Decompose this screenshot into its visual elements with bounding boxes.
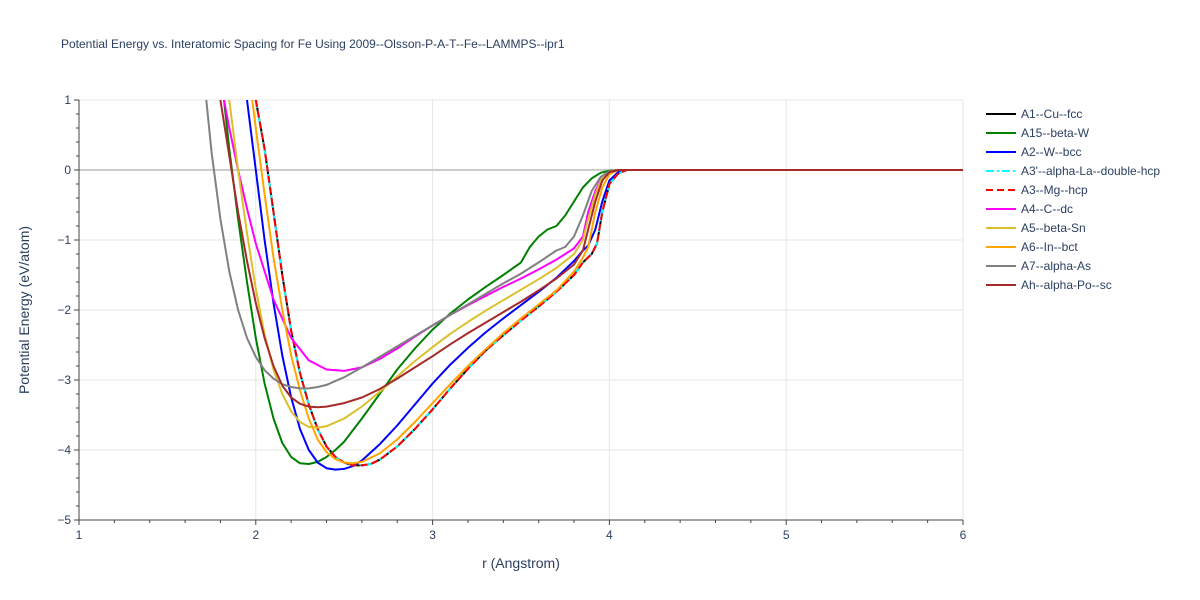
x-tick-label: 3 xyxy=(429,528,436,542)
legend-item[interactable]: A5--beta-Sn xyxy=(986,221,1086,235)
series-lines xyxy=(205,100,963,471)
series-line xyxy=(205,100,963,390)
x-tick-label: 4 xyxy=(606,528,613,542)
legend-item[interactable]: A4--C--dc xyxy=(986,202,1073,216)
axes: 1 2 3 4 5 6 1 0 −1 −2 −3 −4 −5 xyxy=(57,93,966,542)
series-line xyxy=(254,100,963,467)
legend-label: A3--Mg--hcp xyxy=(1021,183,1088,197)
legend-item[interactable]: A1--Cu--fcc xyxy=(986,107,1082,121)
legend-item[interactable]: Ah--alpha-Po--sc xyxy=(986,278,1112,292)
series-line xyxy=(246,100,963,471)
legend-label: A3'--alpha-La--double-hcp xyxy=(1021,164,1160,178)
legend[interactable]: A1--Cu--fcc A15--beta-W A2--W--bcc A3'--alp… xyxy=(986,107,1160,292)
legend-label: A6--In--bct xyxy=(1021,240,1078,254)
y-axis-title: Potential Energy (eV/atom) xyxy=(16,226,32,394)
legend-label: A5--beta-Sn xyxy=(1021,221,1086,235)
legend-label: A15--beta-W xyxy=(1021,126,1090,140)
x-tick-label: 1 xyxy=(76,528,83,542)
legend-label: Ah--alpha-Po--sc xyxy=(1021,278,1112,292)
x-axis-title: r (Angstrom) xyxy=(482,555,560,571)
legend-label: A1--Cu--fcc xyxy=(1021,107,1082,121)
legend-item[interactable]: A2--W--bcc xyxy=(986,145,1081,159)
x-tick-label: 2 xyxy=(252,528,259,542)
y-tick-label: −3 xyxy=(57,373,71,387)
y-tick-label: −5 xyxy=(57,513,71,527)
y-tick-label: 0 xyxy=(64,163,71,177)
legend-item[interactable]: A6--In--bct xyxy=(986,240,1078,254)
legend-label: A2--W--bcc xyxy=(1021,145,1081,159)
series-line xyxy=(251,100,963,465)
y-tick-label: −4 xyxy=(57,443,71,457)
legend-item[interactable]: A3'--alpha-La--double-hcp xyxy=(986,164,1160,178)
series-line xyxy=(219,100,963,409)
y-tick-label: 1 xyxy=(64,93,71,107)
legend-label: A4--C--dc xyxy=(1021,202,1073,216)
chart-title: Potential Energy vs. Interatomic Spacing… xyxy=(61,37,565,51)
grid xyxy=(79,99,964,520)
y-tick-label: −1 xyxy=(57,233,71,247)
legend-item[interactable]: A15--beta-W xyxy=(986,126,1090,140)
legend-label: A7--alpha-As xyxy=(1021,259,1091,273)
x-tick-label: 5 xyxy=(783,528,790,542)
legend-item[interactable]: A7--alpha-As xyxy=(986,259,1091,273)
x-tick-label: 6 xyxy=(960,528,967,542)
series-line xyxy=(228,100,963,429)
y-tick-label: −2 xyxy=(57,303,71,317)
series-line xyxy=(223,100,963,465)
legend-item[interactable]: A3--Mg--hcp xyxy=(986,183,1088,197)
